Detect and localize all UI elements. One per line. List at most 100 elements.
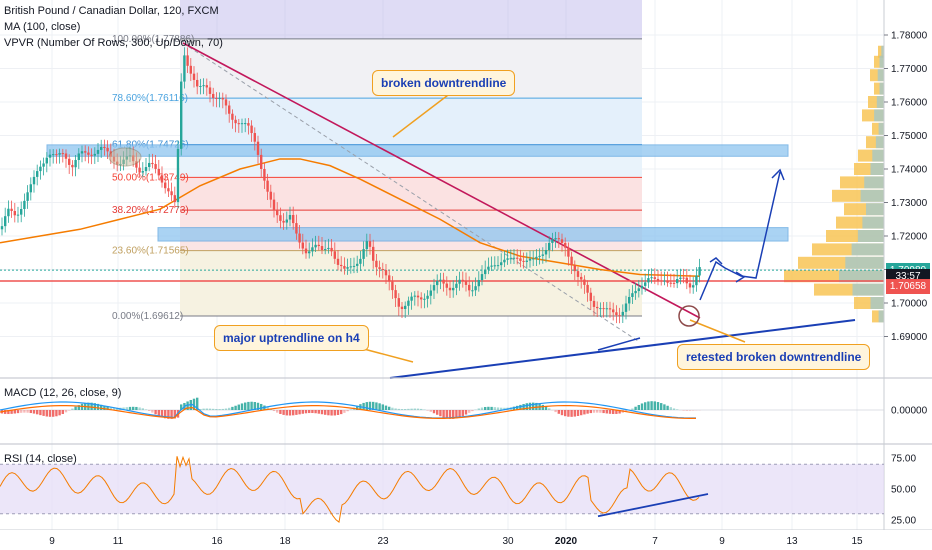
macd-bar — [151, 410, 154, 413]
macd-bar — [311, 410, 314, 414]
candle-body — [535, 256, 538, 259]
candle-body — [522, 260, 525, 262]
candle-body — [103, 146, 106, 148]
candle-body — [445, 283, 448, 288]
candle-body — [29, 184, 32, 193]
candle-body — [631, 293, 634, 297]
macd-bar — [471, 410, 474, 412]
macd-bar — [279, 410, 282, 414]
macd-bar — [106, 406, 109, 410]
macd-bar — [397, 408, 400, 410]
candle-body — [244, 123, 247, 125]
macd-bar — [221, 408, 224, 410]
macd-bar — [522, 403, 525, 410]
candle-body — [397, 298, 400, 307]
macd-legend[interactable]: MACD (12, 26, close, 9) — [4, 387, 122, 399]
macd-bar — [272, 410, 276, 412]
x-tick-label: 11 — [113, 536, 124, 547]
uptrend-line-segment — [597, 337, 641, 351]
macd-bar — [560, 410, 564, 416]
macd-bar — [384, 405, 388, 410]
candle-body — [573, 264, 576, 272]
candle-body — [512, 257, 516, 259]
macd-bar — [557, 410, 560, 414]
candle-body — [576, 271, 580, 277]
candle-body — [208, 87, 212, 94]
macd-bar — [525, 403, 528, 410]
macd-signal-line — [0, 405, 697, 419]
chart-title: British Pound / Canadian Dollar, 120, FX… — [4, 5, 219, 17]
candle-body — [93, 153, 96, 156]
macd-bar — [452, 410, 455, 419]
candle-body — [426, 295, 429, 299]
volume-profile-bar — [876, 96, 884, 108]
candle-body — [32, 176, 36, 185]
volume-profile-bar — [878, 122, 884, 135]
macd-bar — [16, 410, 20, 414]
macd-bar — [173, 410, 176, 419]
macd-bar — [10, 410, 13, 414]
macd-bar — [112, 407, 116, 410]
macd-bar — [496, 407, 500, 410]
annotation-broken-downtrendline[interactable]: broken downtrendline — [372, 70, 516, 96]
macd-bar — [199, 408, 202, 410]
candle-body — [202, 85, 205, 87]
macd-bar — [71, 408, 74, 410]
candle-body — [52, 154, 55, 156]
candle-body — [285, 219, 288, 223]
macd-bar — [109, 407, 112, 410]
callout-pointer — [689, 319, 746, 343]
annotation-retested-downtrendline[interactable]: retested broken downtrendline — [677, 344, 871, 370]
candle-body — [256, 141, 260, 155]
macd-bar — [554, 410, 557, 413]
candle-body — [413, 295, 416, 297]
macd-bar — [144, 409, 148, 410]
fib-level-label: 100.00%(1.77886) — [112, 34, 194, 45]
projection-arrowhead — [735, 271, 746, 283]
candle-body — [372, 246, 375, 261]
volume-profile-bar — [870, 163, 884, 175]
macd-bar — [631, 408, 634, 410]
candle-body — [276, 209, 279, 216]
volume-profile-bar — [862, 216, 884, 229]
macd-bar — [586, 410, 589, 414]
candle-body — [496, 265, 500, 267]
macd-bar — [324, 410, 327, 415]
volume-profile-bar — [878, 45, 884, 58]
candle-body — [423, 298, 426, 300]
candle-body — [135, 161, 138, 168]
candle-body — [64, 153, 68, 159]
macd-bar — [247, 401, 250, 410]
fib-level-label: 50.00%(1.73749) — [112, 172, 189, 183]
macd-bar — [516, 405, 519, 410]
volume-profile-bar — [879, 55, 884, 68]
candle-body — [295, 223, 298, 234]
macd-bar — [74, 406, 77, 410]
candle-body — [272, 199, 276, 210]
candle-body — [429, 290, 432, 296]
candle-body — [61, 153, 64, 155]
volume-profile-bar — [874, 109, 884, 122]
macd-bar — [445, 410, 448, 419]
candle-body — [506, 258, 509, 260]
macd-bar — [304, 410, 308, 414]
callout-pointer — [392, 91, 453, 138]
candle-body — [436, 280, 439, 286]
fib-level-label: 78.60%(1.76116) — [112, 93, 188, 104]
candle-body — [544, 250, 548, 255]
annotation-major-uptrendline[interactable]: major uptrendline on h4 — [214, 325, 369, 351]
macd-bar — [480, 407, 484, 410]
rsi-legend[interactable]: RSI (14, close) — [4, 453, 77, 465]
macd-bar — [23, 410, 26, 413]
macd-bar — [487, 406, 490, 410]
vpvr-legend[interactable]: VPVR (Number Of Rows, 300, Up/Down, 70) — [4, 37, 223, 49]
candle-body — [672, 282, 676, 284]
macd-bar — [58, 410, 61, 416]
macd-bar — [125, 407, 128, 410]
candle-body — [205, 85, 208, 88]
ma-legend[interactable]: MA (100, close) — [4, 21, 81, 33]
candle-body — [621, 311, 624, 316]
fib-zone-top — [180, 0, 642, 39]
macd-bar — [381, 404, 384, 410]
